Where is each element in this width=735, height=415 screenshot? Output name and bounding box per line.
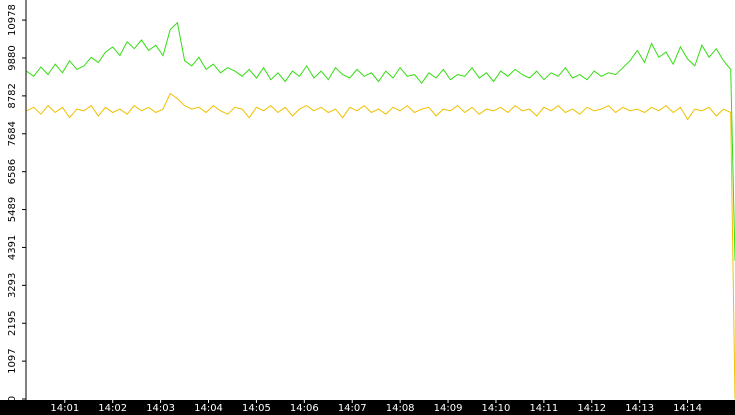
x-tick-label: 14:11 bbox=[529, 403, 558, 414]
y-tick-label: 0 bbox=[7, 396, 18, 402]
x-tick-label: 14:14 bbox=[673, 403, 702, 414]
x-tick-label: 14:13 bbox=[625, 403, 654, 414]
y-tick-label: 3293 bbox=[7, 273, 18, 298]
y-tick-label: 4391 bbox=[7, 235, 18, 260]
y-tick-label: 5489 bbox=[7, 197, 18, 222]
x-tick-label: 14:08 bbox=[386, 403, 415, 414]
series-line bbox=[26, 21, 735, 261]
y-tick-label: 8782 bbox=[7, 83, 18, 108]
y-tick-label: 1097 bbox=[7, 348, 18, 373]
y-tick-label: 10978 bbox=[7, 4, 18, 36]
y-tick-label: 9880 bbox=[7, 45, 18, 70]
x-tick-label: 14:05 bbox=[242, 403, 271, 414]
x-axis-bar bbox=[0, 400, 735, 415]
x-tick-label: 14:12 bbox=[577, 403, 606, 414]
x-tick-label: 14:07 bbox=[338, 403, 367, 414]
x-tick-label: 14:09 bbox=[434, 403, 463, 414]
y-tick-label: 2195 bbox=[7, 311, 18, 336]
x-tick-label: 14:04 bbox=[194, 403, 223, 414]
y-tick-label: 7684 bbox=[7, 121, 18, 146]
x-tick-label: 14:01 bbox=[50, 403, 79, 414]
y-tick-label: 6586 bbox=[7, 159, 18, 184]
x-tick-label: 14:02 bbox=[98, 403, 127, 414]
x-tick-label: 14:03 bbox=[146, 403, 175, 414]
series-line bbox=[26, 92, 735, 400]
x-tick-label: 14:10 bbox=[482, 403, 511, 414]
x-tick-label: 14:06 bbox=[290, 403, 319, 414]
